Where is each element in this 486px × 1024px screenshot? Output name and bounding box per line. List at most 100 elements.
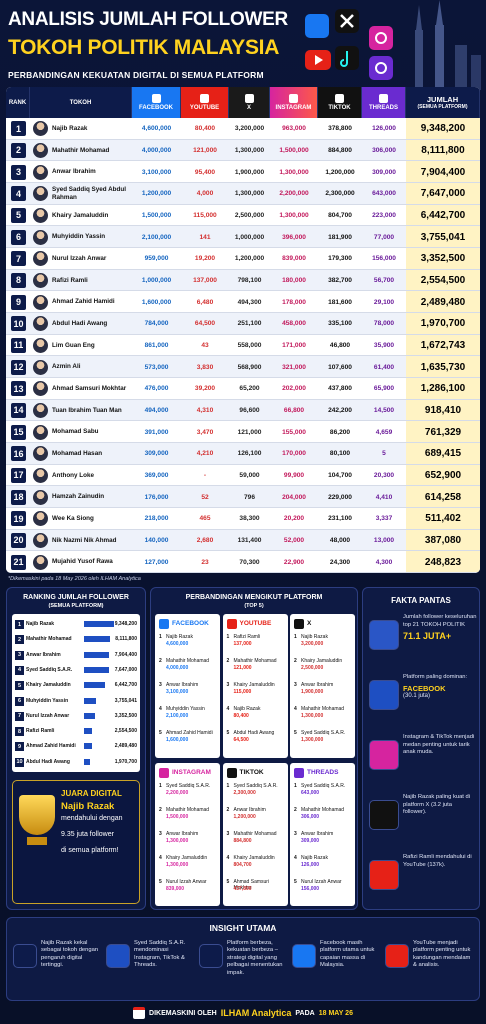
rank-badge: 17: [11, 467, 26, 483]
insight-text: YouTube menjadi platform penting untuk k…: [413, 940, 471, 969]
item-name: Anwar Ibrahim: [301, 682, 334, 688]
fact-icon: [369, 680, 399, 710]
number-cell: 29,100: [373, 298, 395, 306]
number-cell: 2,300,000: [325, 190, 355, 198]
number-cell: 391,000: [144, 428, 169, 436]
total-cell-bg: [406, 269, 480, 291]
item-value: 1,300,000: [301, 713, 324, 719]
rank-name: Nurul Izzah Anwar: [26, 712, 70, 719]
number-cell: 4,600,000: [141, 125, 172, 133]
bar: [84, 758, 91, 765]
number-cell: 494,300: [237, 298, 262, 306]
item-name: Rafizi Ramli: [233, 634, 261, 640]
number-cell: 20,300: [373, 471, 395, 479]
avatar: [33, 489, 48, 505]
item-rank: 2: [159, 658, 162, 664]
item-value: 884,800: [233, 838, 252, 844]
number-cell: 4,300: [375, 558, 393, 566]
item-rank: 5: [226, 879, 230, 885]
total-cell: 2,554,500: [420, 274, 466, 286]
item-value: 1,500,000: [166, 814, 189, 820]
number-cell: 309,000: [372, 168, 396, 176]
number-cell: 3,337: [375, 515, 393, 523]
table-row: 19 Wee Ka Siong 218,000 465 38,300 20,200 231,…: [6, 508, 480, 530]
item-value: 137,000: [233, 641, 252, 647]
number-cell: 77,000: [373, 233, 395, 241]
platform-card: FACEBOOK 1 Najib Razak 4,600,000 2 Mahathir M…: [155, 614, 220, 758]
number-cell: 2,500,000: [234, 211, 265, 219]
footnote: *Dikemaskini pada 18 May 2026 oleh ILHAM…: [8, 576, 141, 582]
number-cell: 321,000: [282, 363, 306, 371]
number-cell: 61,400: [373, 363, 395, 371]
number-cell: 568,900: [237, 363, 262, 371]
footer-text: PADA: [295, 1009, 315, 1017]
rank-badge: 19: [11, 511, 26, 527]
table-row: 8 Rafizi Ramli 1,000,000 137,000 798,100 180,…: [6, 269, 480, 292]
column-header: FACEBOOK: [132, 87, 181, 118]
item-rank: 3: [159, 831, 162, 837]
platform-name: FACEBOOK: [172, 620, 209, 627]
item-name: Anwar Ibrahim: [301, 831, 334, 837]
column-header-text: YOUTUBE: [189, 105, 220, 111]
number-cell: 39,200: [194, 385, 216, 393]
fact-highlight: FACEBOOK: [403, 683, 446, 693]
rank-badge: 2: [11, 142, 26, 158]
item-value: 126,000: [301, 862, 320, 868]
number-cell: 52,000: [283, 536, 305, 544]
champion-line: mendahului dengan: [61, 815, 123, 822]
rank-badge: 9: [11, 294, 26, 310]
bar: [84, 651, 110, 658]
total-cell-bg: [406, 443, 480, 464]
item-name: Khairy Jamaluddin: [301, 658, 343, 664]
total-cell-bg: [406, 421, 480, 442]
fact-text: Rafizi Ramli mendahului di YouTube (137k…: [403, 854, 472, 868]
item-value: 1,200,000: [233, 814, 256, 820]
bar-value: 3,755,041: [114, 697, 137, 704]
number-cell: 229,000: [328, 493, 352, 501]
rank-badge: 6: [15, 696, 24, 706]
item-rank: 5: [294, 730, 297, 736]
insight-icon: [385, 944, 409, 968]
rank-badge: 4: [15, 665, 24, 675]
item-rank: 5: [226, 730, 230, 736]
number-cell: 5: [382, 450, 386, 458]
fact-icon: [369, 860, 399, 890]
total-cell-bg: [406, 226, 480, 247]
insight-text: Syed Saddiq S.A.R. mendominasi Instagram…: [134, 940, 186, 969]
item-value: 80,400: [233, 713, 249, 719]
number-cell: 573,000: [144, 363, 169, 371]
item-name: Ahmad Zahid Hamidi: [166, 730, 213, 736]
platform-badge: [294, 768, 304, 778]
avatar: [33, 207, 48, 223]
number-cell: 861,000: [144, 341, 169, 349]
rank-badge: 10: [11, 316, 26, 332]
insight-text: Platform berbeza, kekuatan berbeza – str…: [227, 940, 283, 976]
subtitle: PERBANDINGAN KEKUATAN DIGITAL DI SEMUA P…: [8, 70, 264, 80]
rank-badge: 3: [15, 650, 24, 660]
number-cell: 1,200,000: [141, 190, 172, 198]
platform-title: PERBANDINGAN MENGIKUT PLATFORM: [185, 594, 323, 601]
platform-name: X: [307, 620, 312, 627]
rank-badge: 9: [15, 742, 24, 752]
platform-icon: [289, 94, 298, 103]
bar-value: 7,647,000: [114, 666, 137, 673]
item-rank: 3: [294, 682, 297, 688]
number-cell: 80,400: [194, 125, 216, 133]
item-rank: 1: [226, 634, 230, 640]
platform-name: TIKTOK: [239, 769, 264, 776]
column-header-text: TOKOH: [69, 99, 92, 106]
platform-name: THREADS: [307, 769, 339, 776]
rank-badge: 6: [11, 229, 26, 245]
item-name: Syed Saddiq S.A.R.: [166, 783, 211, 789]
total-cell-bg: [406, 486, 480, 507]
number-cell: 171,000: [282, 341, 306, 349]
item-name: Mahathir Mohamad: [301, 807, 345, 813]
total-cell: 387,080: [424, 534, 462, 546]
table-row: 7 Nurul Izzah Anwar 959,000 19,200 1,200,000…: [6, 248, 480, 270]
column-header: INSTAGRAM: [270, 87, 318, 118]
item-name: Nurul Izzah Anwar: [166, 879, 207, 885]
fact-text: Platform paling dominan:: [403, 674, 468, 680]
total-cell-bg: [406, 334, 480, 356]
number-cell: 1,300,000: [234, 146, 265, 154]
avatar: [33, 121, 48, 137]
